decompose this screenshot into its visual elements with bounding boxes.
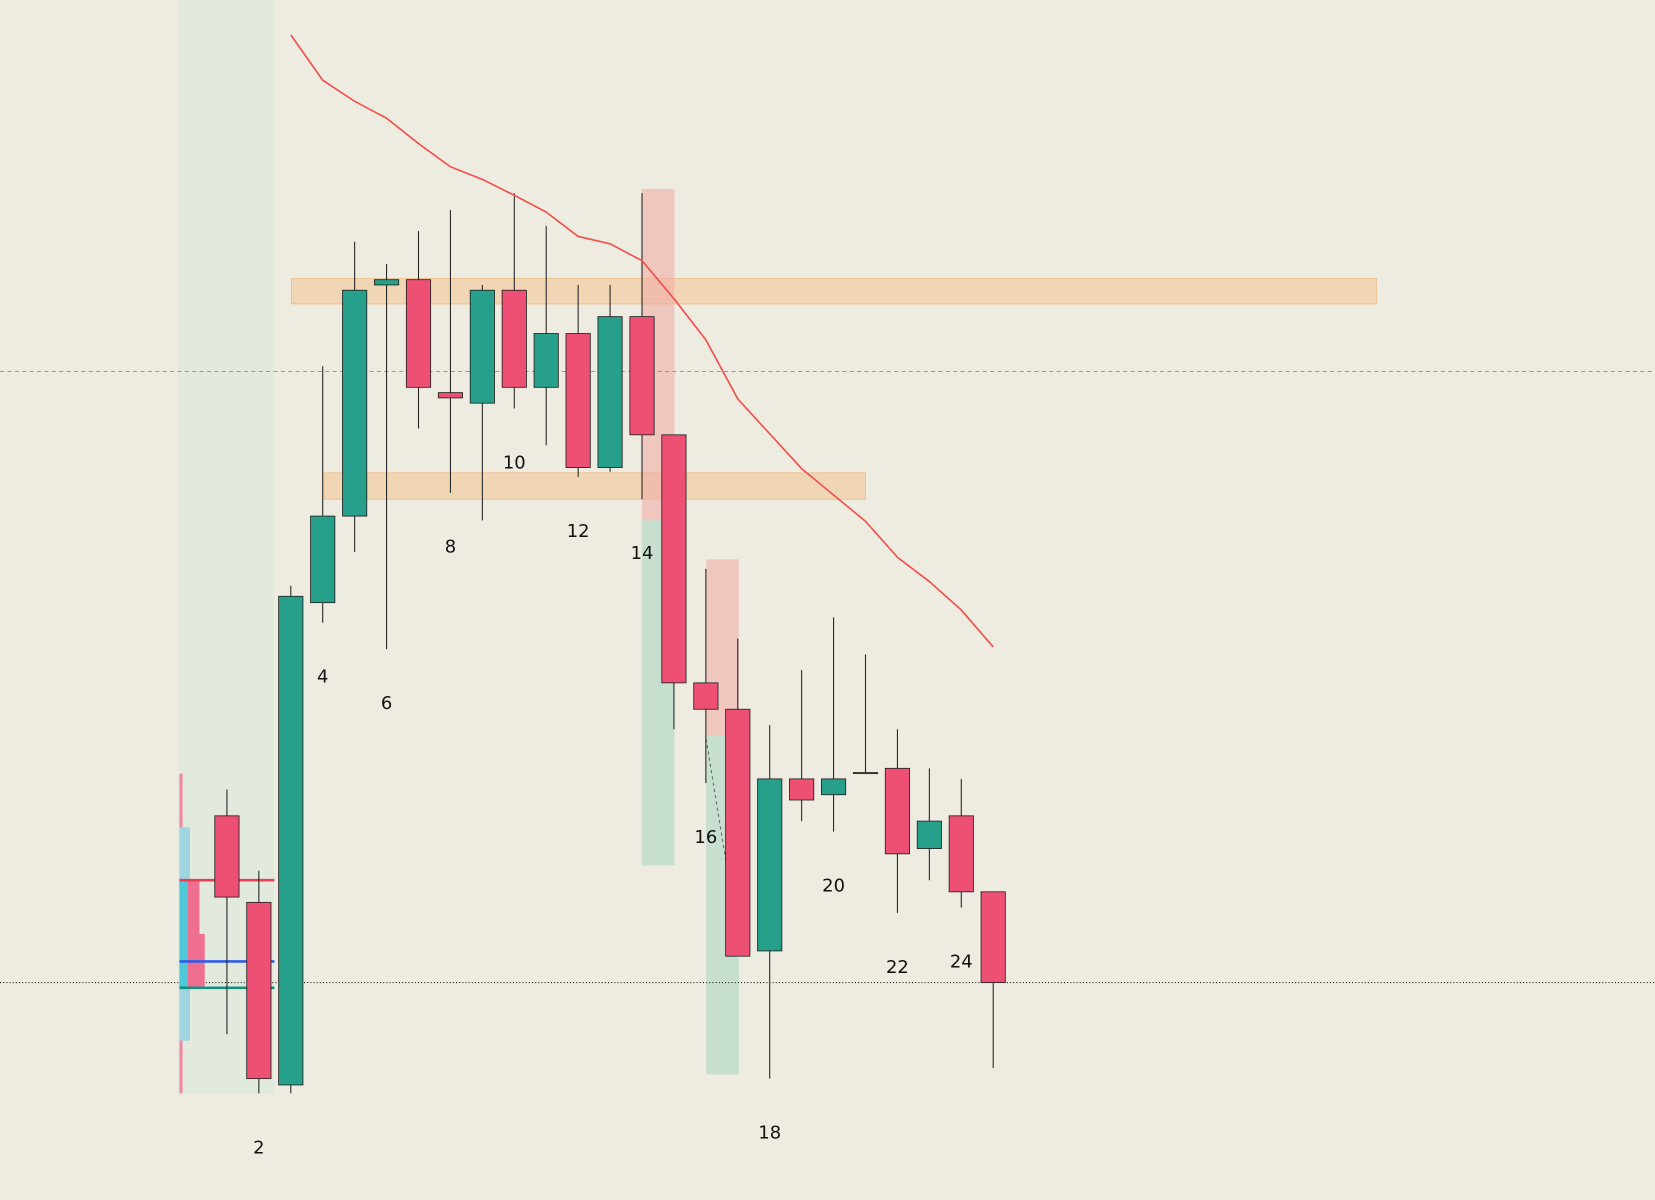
x-tick-label: 2	[253, 1137, 264, 1158]
candle-body	[661, 434, 687, 684]
moving-average	[290, 34, 994, 648]
supply-zone	[290, 278, 1377, 305]
candle-body	[852, 772, 879, 775]
candle-body	[246, 901, 272, 1080]
candle-body	[342, 289, 368, 517]
candle-body	[821, 778, 847, 796]
candle-body	[725, 708, 751, 957]
candle-body	[693, 682, 719, 710]
candle-body	[629, 316, 655, 436]
x-tick-label: 16	[694, 827, 717, 848]
candle-body	[469, 289, 495, 404]
x-tick-label: 20	[822, 876, 845, 897]
x-tick-label: 12	[567, 521, 590, 542]
x-tick-label: 6	[381, 693, 392, 714]
candle-body	[597, 316, 623, 468]
x-tick-label: 8	[445, 537, 456, 558]
candle-body	[757, 778, 783, 952]
candle-body	[980, 891, 1006, 984]
candle-body	[533, 333, 559, 388]
x-tick-label: 22	[886, 957, 909, 978]
candle-body	[884, 767, 910, 855]
x-tick-label: 18	[758, 1123, 781, 1144]
demand-zone	[323, 472, 866, 500]
x-tick-label: 10	[503, 452, 526, 473]
trade-line	[705, 738, 729, 877]
x-tick-label: 14	[631, 543, 654, 564]
candle-body	[501, 289, 527, 388]
candle-body	[789, 778, 815, 801]
candle-body	[278, 595, 304, 1086]
x-tick-label: 24	[950, 952, 973, 973]
candle-body	[565, 333, 591, 468]
candle-body	[374, 279, 400, 286]
x-tick-label: 4	[317, 667, 328, 688]
candle-body	[214, 815, 240, 898]
candle-body	[405, 279, 432, 388]
candle-body	[437, 392, 463, 399]
candle-body	[948, 815, 974, 893]
candle-body	[916, 820, 942, 849]
candle-body	[310, 515, 336, 604]
